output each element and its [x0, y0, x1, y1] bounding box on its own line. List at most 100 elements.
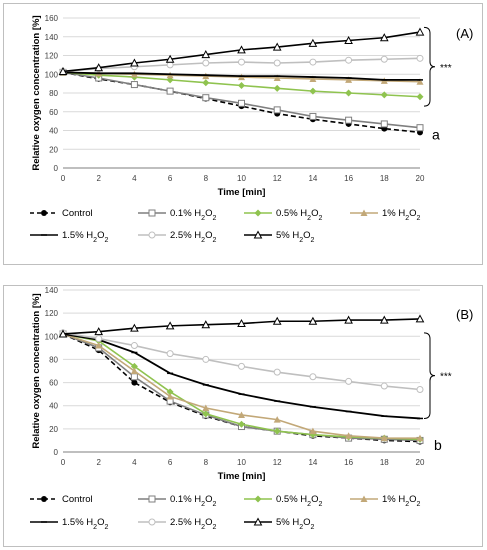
- b-series-5-point-9: [380, 382, 388, 390]
- b-x-tick-10: 20: [416, 458, 425, 467]
- b-series-2-point-4: [202, 410, 210, 418]
- b-x-tick-9: 18: [380, 458, 389, 467]
- b-series-2-point-2: [130, 362, 138, 370]
- b-series-6: [58, 314, 425, 338]
- a-x-tick-5: 10: [237, 174, 246, 183]
- b-series-letter: b: [434, 437, 442, 453]
- a-series-5-point-3: [166, 61, 174, 69]
- b-series-5-point-4: [202, 355, 210, 363]
- legend-label-a-5: 2.5% H2O2: [170, 230, 216, 244]
- b-series-2-point-3: [166, 388, 174, 396]
- a-series-6-point-4: [201, 50, 211, 59]
- a-x-tick-0: 0: [61, 174, 66, 183]
- b-y-tick-0: 0: [54, 448, 59, 457]
- b-series-3-point-2: [130, 367, 138, 374]
- a-x-axis-label: Time [min]: [218, 187, 266, 198]
- a-y-tick-7: 140: [45, 33, 59, 42]
- a-series-1-point-4: [202, 94, 210, 102]
- b-series-3-point-1: [95, 342, 103, 349]
- a-significance-label: ***: [440, 63, 452, 74]
- legend-sample-a-1-marker: [148, 209, 156, 217]
- panel-b-frame: [3, 285, 483, 547]
- b-series-1-point-2: [130, 373, 138, 381]
- a-series-5-point-10: [416, 54, 424, 62]
- legend-sample-a-2-marker: [254, 209, 262, 217]
- a-y-tick-4: 80: [49, 89, 58, 98]
- a-y-tick-0: 0: [54, 164, 59, 173]
- b-series-4: [60, 333, 423, 420]
- b-series-3-point-10: [416, 434, 424, 442]
- legend-label-a-3: 1% H2O2: [382, 208, 421, 222]
- b-series-6-point-10: [415, 314, 425, 323]
- b-legend: Control 0.1% H2O2 0.5% H2O2 1% H2O2 1.5% H2O…: [30, 494, 421, 531]
- legend-label-b-2: 0.5% H2O2: [276, 494, 322, 508]
- b-y-tick-2: 40: [49, 402, 58, 411]
- a-y-tick-5: 100: [45, 70, 59, 79]
- b-x-tick-6: 12: [273, 458, 282, 467]
- a-y-tick-3: 60: [49, 108, 58, 117]
- a-series-3-point-7: [309, 75, 317, 82]
- a-series-2-point-10: [416, 93, 424, 101]
- a-series-2-point-8: [345, 89, 353, 97]
- a-series-1-point-9: [380, 120, 388, 128]
- legend-sample-b-3-marker: [360, 495, 368, 502]
- b-y-tick-7: 140: [45, 286, 59, 295]
- a-series-6-point-7: [308, 38, 318, 47]
- legend-label-a-6: 5% H2O2: [276, 230, 315, 244]
- b-series-5-point-8: [345, 377, 353, 385]
- a-series-1-point-8: [345, 116, 353, 124]
- b-x-tick-0: 0: [61, 458, 66, 467]
- a-series-2-point-9: [380, 91, 388, 99]
- b-x-tick-5: 10: [237, 458, 246, 467]
- b-series-6-point-3: [165, 321, 175, 330]
- panel-a-frame: [3, 3, 483, 265]
- a-series-5-point-8: [345, 56, 353, 64]
- b-x-axis-label: Time [min]: [218, 471, 266, 482]
- a-series-1: [59, 68, 424, 132]
- b-significance-label: ***: [440, 372, 452, 383]
- b-series-6-point-0: [58, 329, 68, 338]
- a-y-tick-1: 20: [49, 145, 58, 154]
- a-x-tick-8: 16: [344, 174, 353, 183]
- a-series-3-point-10: [416, 78, 424, 85]
- a-x-tick-4: 8: [204, 174, 209, 183]
- b-series-3-point-4: [202, 404, 210, 412]
- b-series-5-line: [62, 332, 421, 391]
- legend-label-b-6: 5% H2O2: [276, 517, 315, 531]
- b-series-6-point-6: [272, 316, 282, 325]
- a-x-tick-10: 20: [416, 174, 425, 183]
- a-y-tick-6: 120: [45, 52, 59, 61]
- b-y-axis-label: Relative oxygen concentration [%]: [31, 293, 42, 448]
- a-series-6-point-9: [379, 33, 389, 42]
- legend-label-b-0: Control: [62, 494, 93, 505]
- legend-label-b-1: 0.1% H2O2: [170, 494, 216, 508]
- b-series-5-point-5: [238, 362, 245, 370]
- legend-label-a-1: 0.1% H2O2: [170, 208, 216, 222]
- a-series-5-point-4: [202, 59, 210, 67]
- a-x-tick-3: 6: [168, 174, 173, 183]
- b-series-3-point-8: [345, 432, 353, 439]
- a-series-6-point-6: [272, 42, 282, 51]
- a-series-3-point-8: [345, 76, 353, 83]
- a-series-5-point-6: [273, 59, 281, 67]
- b-series-3-point-7: [309, 427, 317, 435]
- a-significance-brace: [423, 26, 436, 107]
- legend-label-a-2: 0.5% H2O2: [276, 208, 322, 222]
- b-series-6-point-7: [308, 316, 318, 325]
- legend-sample-b-6-marker: [253, 517, 263, 526]
- a-series-2-point-7: [309, 87, 317, 95]
- a-series-2-point-4: [202, 79, 210, 87]
- legend-label-a-4: 1.5% H2O2: [62, 230, 108, 244]
- legend-label-b-4: 1.5% H2O2: [62, 517, 108, 531]
- b-y-tick-1: 20: [49, 425, 58, 434]
- chart-panel-a: 0 20 40 60 80 100 120 140 160 0 2 4 6 8 10 12 14 16 18 20 Ti…: [0, 0, 487, 268]
- a-series-6-point-2: [130, 58, 139, 67]
- a-series-6-point-3: [165, 54, 175, 63]
- a-series-5-point-5: [238, 58, 245, 66]
- a-series-letter: a: [432, 126, 440, 142]
- b-significance-brace: [423, 332, 436, 419]
- b-series-6-point-5: [237, 319, 246, 328]
- legend-label-a-0: Control: [62, 208, 93, 219]
- b-x-tick-2: 4: [132, 458, 137, 467]
- a-series-2-point-5: [238, 82, 245, 89]
